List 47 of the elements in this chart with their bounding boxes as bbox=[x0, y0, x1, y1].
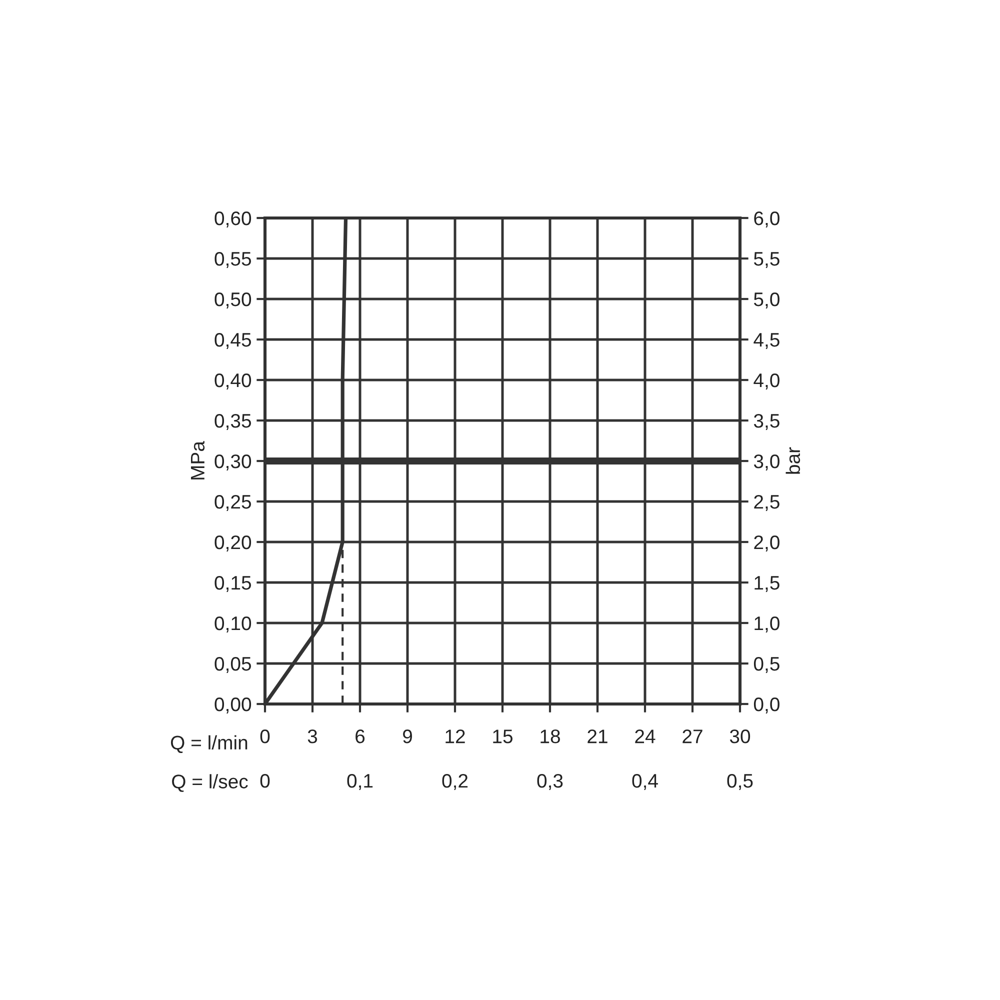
y2-tick-label: 1,0 bbox=[754, 616, 780, 633]
y-tick-label: 0,50 bbox=[214, 292, 252, 309]
y2-tick-label: 2,5 bbox=[754, 494, 780, 512]
y2-tick-label: 2,0 bbox=[754, 535, 780, 552]
y-tick-label: 0,35 bbox=[214, 414, 251, 430]
x2-tick-label: 0,3 bbox=[537, 774, 563, 790]
y-tick-label: 0,25 bbox=[214, 494, 251, 512]
y-tick-label: 0,15 bbox=[214, 576, 251, 592]
x2-tick-label: 0 bbox=[260, 774, 270, 788]
x2-tick-label: 0,1 bbox=[347, 774, 373, 790]
y-tick-label: 0,00 bbox=[214, 697, 252, 714]
y2-tick-label: 6,0 bbox=[754, 211, 780, 228]
x-tick-label: 15 bbox=[493, 730, 512, 744]
y-tick-label: 0,60 bbox=[214, 211, 252, 228]
y2-tick-label: 3,0 bbox=[754, 454, 780, 471]
y-axis-title: MPa bbox=[190, 441, 205, 480]
x-tick-label: 21 bbox=[588, 730, 608, 744]
y-tick-label: 0,45 bbox=[214, 332, 251, 350]
x-axis-title: Q = l/min bbox=[170, 735, 248, 754]
x-tick-label: 6 bbox=[356, 730, 365, 744]
y2-tick-label: 0,0 bbox=[754, 697, 780, 714]
x2-tick-label: 0,4 bbox=[632, 774, 658, 790]
y2-tick-label: 1,5 bbox=[754, 576, 780, 592]
y2-tick-label: 5,5 bbox=[754, 252, 780, 268]
y-tick-label: 0,10 bbox=[214, 616, 252, 633]
x-tick-label: 27 bbox=[682, 730, 702, 744]
x-tick-label: 0 bbox=[260, 730, 270, 744]
x2-tick-label: 0,2 bbox=[442, 774, 468, 790]
x-tick-label: 3 bbox=[308, 730, 318, 744]
y2-tick-label: 4,5 bbox=[754, 333, 780, 350]
x2-axis-title: Q = l/sec bbox=[172, 774, 248, 792]
y-tick-label: 0,20 bbox=[214, 535, 252, 552]
y2-tick-label: 4,0 bbox=[754, 373, 780, 390]
y2-tick-label: 0,5 bbox=[754, 656, 780, 674]
x2-tick-label: 0,5 bbox=[727, 774, 753, 790]
y-tick-label: 0,30 bbox=[214, 454, 252, 471]
y2-tick-label: 3,5 bbox=[754, 414, 780, 430]
y2-axis-title: bar bbox=[786, 447, 800, 474]
x-tick-label: 30 bbox=[730, 730, 750, 744]
y2-tick-label: 5,0 bbox=[754, 292, 780, 309]
x-tick-label: 18 bbox=[540, 730, 560, 744]
y-tick-label: 0,05 bbox=[214, 656, 251, 674]
x-tick-label: 12 bbox=[446, 730, 465, 744]
x-tick-label: 9 bbox=[403, 730, 412, 744]
y-tick-label: 0,40 bbox=[214, 373, 252, 390]
y-tick-label: 0,55 bbox=[214, 252, 251, 268]
x-tick-label: 24 bbox=[635, 730, 656, 744]
